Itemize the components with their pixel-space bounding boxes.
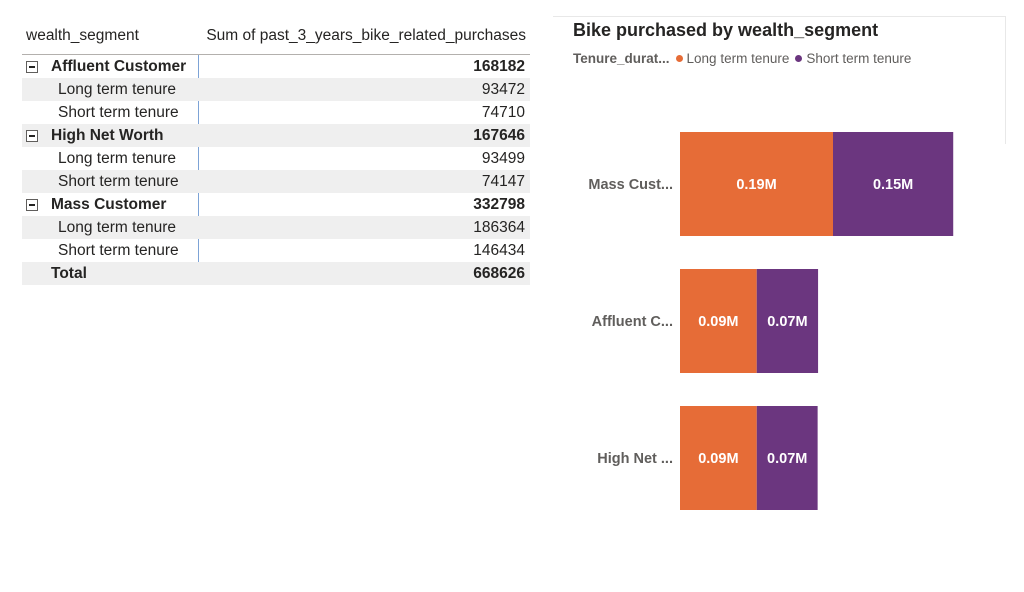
matrix-group-row[interactable]: Mass Customer 332798 [22, 193, 530, 216]
matrix-group-row[interactable]: Affluent Customer 168182 [22, 55, 530, 78]
legend-item-long-term[interactable]: Long term tenure [675, 51, 790, 66]
matrix-row[interactable]: Long term tenure 93472 [22, 78, 530, 101]
matrix-body: Affluent Customer 168182 Long term tenure 9… [22, 55, 530, 285]
bar-short-term[interactable] [756, 269, 819, 373]
bar-long-term[interactable] [680, 132, 833, 236]
row-value: 168182 [473, 58, 525, 75]
collapse-toggle-icon[interactable] [26, 130, 38, 142]
legend-dot-long-term [675, 55, 683, 62]
row-value: 668626 [473, 265, 525, 282]
bar-data-label: 0.07M [767, 451, 807, 467]
legend-item-short-term[interactable]: Short term tenure [795, 51, 911, 66]
row-label: Long term tenure [58, 150, 177, 167]
row-label: Short term tenure [58, 104, 179, 121]
legend-label-long-term: Long term tenure [686, 51, 790, 66]
legend-title: Tenure_durat... [573, 51, 670, 66]
legend-label-short-term: Short term tenure [806, 51, 912, 66]
row-value: 93499 [481, 150, 525, 167]
matrix-group-row[interactable]: High Net Worth 167646 [22, 124, 530, 147]
collapse-toggle-icon[interactable] [26, 61, 38, 73]
visual-border-right [1005, 16, 1006, 144]
row-label: Long term tenure [58, 219, 177, 236]
collapse-toggle-icon[interactable] [26, 199, 38, 211]
row-value: 74710 [481, 104, 525, 121]
bar-data-label: 0.09M [698, 451, 738, 467]
bar-long-term[interactable] [680, 406, 757, 510]
matrix-total-row[interactable]: Total 668626 [22, 262, 530, 285]
bar-data-label: 0.19M [736, 177, 776, 193]
bar-short-term[interactable] [833, 132, 954, 236]
legend-dot-short-term [795, 55, 803, 62]
chart-title: Bike purchased by wealth_segment [573, 20, 879, 40]
matrix-table: wealth_segment Sum of past_3_years_bike_… [22, 18, 530, 285]
matrix-row[interactable]: Short term tenure 74710 [22, 101, 530, 124]
row-value: 332798 [473, 196, 525, 213]
matrix-row[interactable]: Short term tenure 74147 [22, 170, 530, 193]
row-value: 146434 [473, 242, 525, 259]
matrix-row[interactable]: Long term tenure 93499 [22, 147, 530, 170]
row-label: Short term tenure [58, 242, 179, 259]
row-label: Short term tenure [58, 173, 179, 190]
category-label: Affluent C... [592, 314, 673, 330]
matrix-row[interactable]: Short term tenure 146434 [22, 239, 530, 262]
row-value: 74147 [481, 173, 525, 190]
column-header-wealth-segment[interactable]: wealth_segment [26, 27, 139, 44]
chart-legend: Tenure_durat... Long term tenure Short t… [573, 51, 917, 66]
category-label: High Net ... [597, 451, 673, 467]
row-label: Long term tenure [58, 81, 177, 98]
row-label: Total [51, 265, 87, 282]
category-label: Mass Cust... [588, 177, 673, 193]
bar-long-term[interactable] [680, 269, 757, 373]
row-label: High Net Worth [51, 127, 164, 144]
column-header-sum-purchases[interactable]: Sum of past_3_years_bike_related_purchas… [206, 27, 526, 44]
row-value: 93472 [481, 81, 525, 98]
matrix-row[interactable]: Long term tenure 186364 [22, 216, 530, 239]
matrix-header: wealth_segment Sum of past_3_years_bike_… [22, 18, 530, 55]
bar-short-term[interactable] [756, 406, 818, 510]
chart-plot-area: Mass Cust... 0.19M 0.15M Affluent C... 0.09M… [588, 132, 954, 510]
bar-data-label: 0.09M [698, 314, 738, 330]
row-value: 186364 [473, 219, 525, 236]
bar-chart-visual[interactable]: Bike purchased by wealth_segment Tenure_… [553, 16, 1006, 576]
row-value: 167646 [473, 127, 525, 144]
row-label: Affluent Customer [51, 58, 187, 75]
bar-data-label: 0.07M [767, 314, 807, 330]
visual-border-top [553, 16, 1005, 17]
row-label: Mass Customer [51, 196, 167, 213]
bar-data-label: 0.15M [873, 177, 913, 193]
